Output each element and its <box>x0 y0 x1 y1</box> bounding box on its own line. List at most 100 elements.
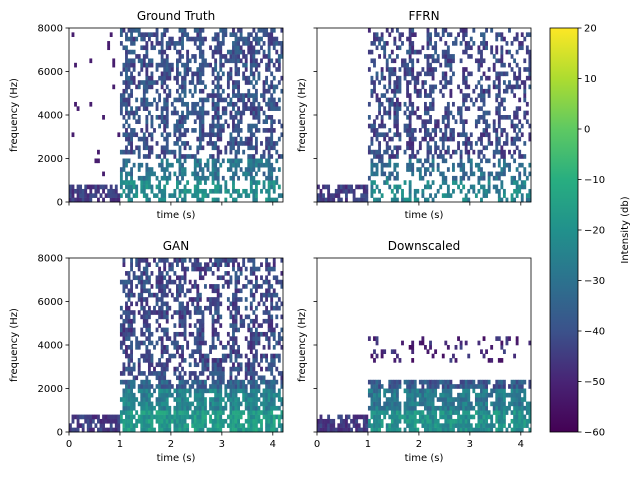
spectrogram-cell <box>147 358 151 363</box>
spectrogram-cell <box>406 106 410 111</box>
spectrogram-cell <box>147 292 151 298</box>
spectrogram-cell <box>119 314 123 320</box>
spectrogram-cell <box>140 80 144 85</box>
spectrogram-cell <box>482 101 486 107</box>
spectrogram-cell <box>260 410 263 415</box>
spectrogram-cell <box>525 75 529 81</box>
spectrogram-cell <box>132 184 136 190</box>
spectrogram-cell <box>270 353 274 359</box>
spectrogram-cell <box>487 88 491 94</box>
spectrogram-cell <box>183 397 187 402</box>
spectrogram-cell <box>375 392 379 398</box>
spectrogram-cell <box>188 258 192 263</box>
spectrogram-cell <box>492 84 496 90</box>
spectrogram-cell <box>142 80 146 85</box>
spectrogram-cell <box>219 62 223 68</box>
spectrogram-cell <box>360 414 364 420</box>
spectrogram-cell <box>216 331 220 337</box>
spectrogram-cell <box>431 384 435 389</box>
spectrogram-cell <box>237 123 240 129</box>
spectrogram-cell <box>462 379 466 385</box>
spectrogram-cell <box>260 158 263 164</box>
spectrogram-cell <box>155 41 159 46</box>
spectrogram-cell <box>234 384 238 389</box>
spectrogram-cell <box>147 418 151 424</box>
spectrogram-cell <box>426 384 430 389</box>
spectrogram-cell <box>452 353 455 359</box>
spectrogram-cell <box>395 410 399 415</box>
spectrogram-cell <box>375 75 379 81</box>
spectrogram-cell <box>145 154 149 159</box>
spectrogram-cell <box>270 358 274 363</box>
spectrogram-cell <box>107 41 111 46</box>
spectrogram-cell <box>206 175 210 181</box>
spectrogram-cell <box>183 84 187 90</box>
spectrogram-cell <box>150 358 154 363</box>
spectrogram-cell <box>373 423 376 428</box>
spectrogram-cell <box>378 132 381 138</box>
spectrogram-cell <box>252 258 256 263</box>
spectrogram-cell <box>375 32 379 37</box>
spectrogram-cell <box>193 266 197 272</box>
spectrogram-cell <box>232 314 235 320</box>
spectrogram-cell <box>421 397 425 402</box>
spectrogram-cell <box>125 401 128 407</box>
spectrogram-cell <box>160 41 164 46</box>
spectrogram-cell <box>395 75 399 81</box>
spectrogram-cell <box>89 184 93 190</box>
spectrogram-cell <box>267 171 271 177</box>
spectrogram-cell <box>244 284 248 289</box>
spectrogram-cell <box>441 132 445 138</box>
spectrogram-cell <box>137 414 141 420</box>
spectrogram-cell <box>403 149 407 155</box>
spectrogram-cell <box>449 54 453 59</box>
spectrogram-cell <box>232 54 235 59</box>
spectrogram-cell <box>170 340 174 346</box>
spectrogram-cell <box>444 414 448 420</box>
spectrogram-cell <box>219 75 223 81</box>
spectrogram-cell <box>510 197 514 203</box>
spectrogram-cell <box>426 36 430 42</box>
spectrogram-cell <box>160 84 164 90</box>
spectrogram-cell <box>198 110 202 116</box>
spectrogram-cell <box>242 141 246 146</box>
spectrogram-cell <box>500 197 504 203</box>
spectrogram-cell <box>198 75 202 81</box>
spectrogram-cell <box>173 397 177 402</box>
spectrogram-cell <box>406 414 410 420</box>
spectrogram-cell <box>74 427 77 433</box>
spectrogram-cell <box>201 28 205 33</box>
spectrogram-cell <box>216 266 220 272</box>
spectrogram-cell <box>262 331 266 337</box>
spectrogram-cell <box>252 392 256 398</box>
panel-title: Ground Truth <box>137 9 215 23</box>
spectrogram-cell <box>457 401 460 407</box>
spectrogram-cell <box>153 366 156 372</box>
spectrogram-cell <box>495 106 499 111</box>
spectrogram-cell <box>130 418 133 424</box>
spectrogram-cell <box>388 397 392 402</box>
panel-title: FFRN <box>408 9 439 23</box>
spectrogram-cell <box>408 58 412 64</box>
spectrogram-cell <box>140 405 144 411</box>
spectrogram-cell <box>457 110 460 116</box>
spectrogram-cell <box>500 115 504 120</box>
spectrogram-cell <box>327 418 331 424</box>
spectrogram-cell <box>216 158 220 164</box>
spectrogram-cell <box>132 58 136 64</box>
spectrogram-cell <box>380 384 384 389</box>
spectrogram-cell <box>234 279 238 285</box>
spectrogram-cell <box>520 397 524 402</box>
spectrogram-cell <box>482 353 486 359</box>
spectrogram-cell <box>198 271 202 276</box>
spectrogram-cell <box>183 292 187 298</box>
spectrogram-cell <box>408 193 412 198</box>
spectrogram-cell <box>477 414 481 420</box>
spectrogram-cell <box>122 388 126 394</box>
spectrogram-cell <box>201 71 205 77</box>
spectrogram-cell <box>198 427 202 433</box>
spectrogram-cell <box>462 197 466 203</box>
spectrogram-cell <box>142 62 146 68</box>
x-axis-label: time (s) <box>157 453 196 464</box>
